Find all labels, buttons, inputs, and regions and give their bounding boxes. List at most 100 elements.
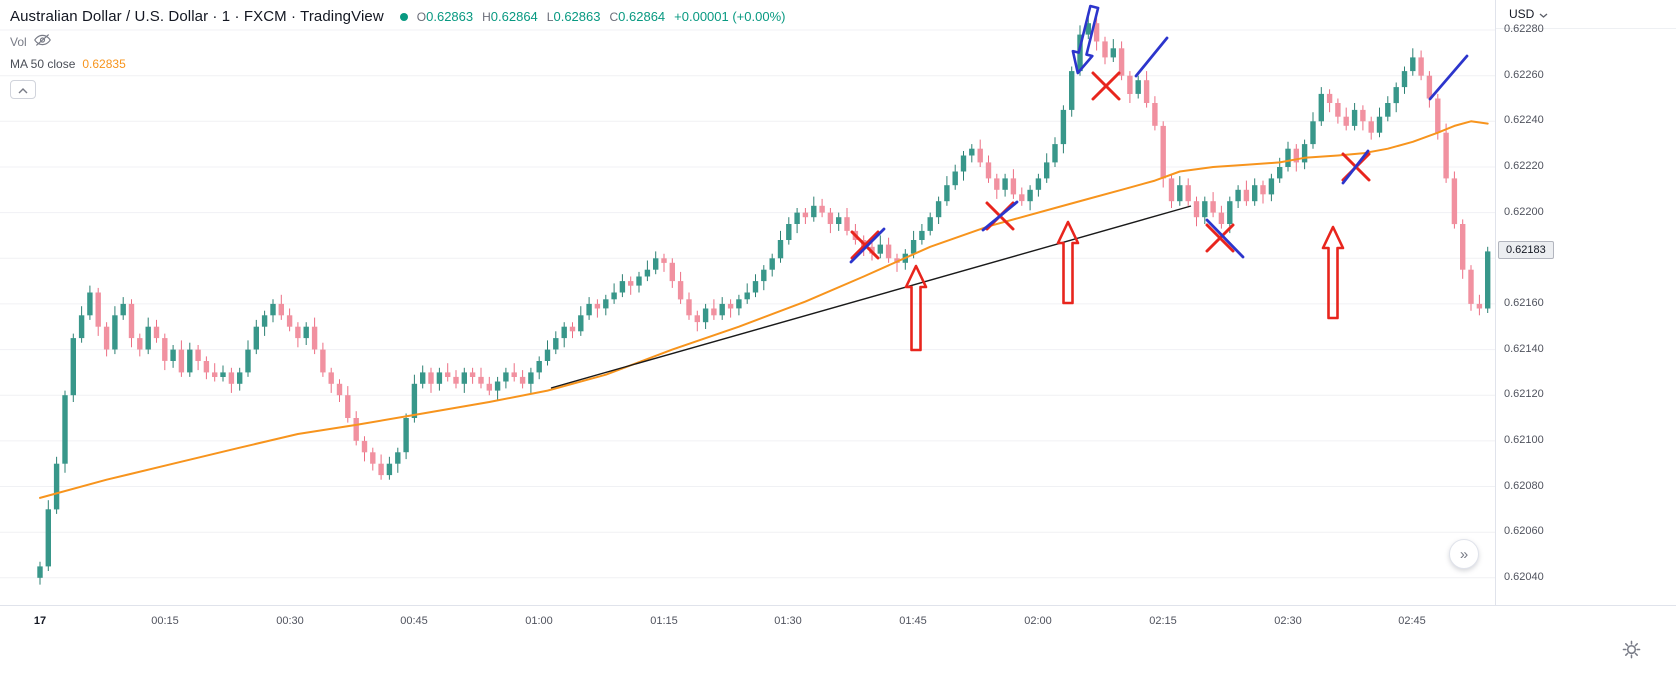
price-tick-label: 0.62260	[1504, 69, 1544, 81]
candle-body	[736, 299, 742, 309]
candle-body	[777, 240, 784, 259]
collapse-indicators-button[interactable]	[10, 80, 36, 99]
ma-indicator-row[interactable]: MA 50 close 0.62835	[10, 57, 785, 71]
candle-body	[145, 326, 151, 350]
price-tick-label: 0.62280	[1504, 23, 1544, 35]
red-x-mark-annotation	[850, 230, 880, 260]
time-tick-label: 02:30	[1274, 615, 1302, 627]
candle-body	[985, 162, 992, 179]
time-tick-label: 01:45	[899, 615, 927, 627]
axis-divider	[1496, 28, 1676, 29]
volume-label: Vol	[10, 34, 27, 49]
candle-body	[453, 376, 459, 384]
candle-body	[1343, 116, 1349, 126]
candle-body	[952, 171, 958, 186]
price-axis[interactable]: USD 0.62280 0.62260 0.62240 0.62220 0.62200 0…	[1495, 0, 1676, 675]
candle-body	[1310, 121, 1316, 145]
candle-body	[1060, 109, 1067, 145]
candle-body	[561, 326, 567, 339]
open-label: O	[416, 10, 427, 24]
candle-body	[486, 383, 492, 391]
candle-body	[153, 326, 160, 339]
candle-body	[1143, 80, 1150, 103]
ohlc-values: O0.62863 H0.62864 L0.62863 C0.62864 +0.0…	[417, 9, 786, 24]
price-tick-label: 0.62080	[1504, 480, 1544, 492]
candle-body	[1093, 23, 1100, 42]
candle-body	[761, 269, 767, 282]
candle-body	[1426, 75, 1433, 99]
time-tick-label: 00:45	[400, 615, 428, 627]
candle-body	[1110, 48, 1116, 58]
time-tick-label: 01:15	[650, 615, 678, 627]
scroll-to-realtime-button[interactable]: »	[1449, 539, 1479, 569]
candle-body	[827, 212, 834, 224]
price-tick-label: 0.62200	[1504, 206, 1544, 218]
candle-body	[1035, 178, 1042, 190]
candle-body	[203, 361, 210, 373]
candle-body	[253, 326, 259, 350]
candle-body	[511, 372, 517, 377]
candle-body	[1351, 109, 1358, 126]
candle-body	[1044, 162, 1050, 179]
candle-body	[1468, 269, 1474, 304]
symbol-title[interactable]: Australian Dollar / U.S. Dollar · 1 · FX…	[10, 8, 384, 25]
candle-body	[661, 258, 667, 263]
candle-body	[1185, 185, 1191, 202]
candle-body	[278, 303, 284, 316]
change-value: +0.00001 (+0.00%)	[674, 9, 786, 24]
candle-body	[1318, 93, 1324, 122]
candle-body	[361, 440, 368, 453]
candle-body	[1385, 103, 1391, 117]
candle-body	[220, 372, 226, 377]
time-tick-label: 01:00	[525, 615, 553, 627]
time-tick-label: 00:15	[151, 615, 179, 627]
volume-indicator-row[interactable]: Vol	[10, 33, 785, 50]
blue-down-arrow-annotation	[1071, 4, 1100, 75]
time-tick-label: 02:00	[1024, 615, 1052, 627]
candle-body	[1460, 224, 1466, 270]
candle-body	[469, 372, 476, 377]
candle-body	[1485, 251, 1491, 309]
candle-body	[1376, 116, 1383, 133]
candle-body	[794, 212, 800, 224]
candle-body	[395, 452, 401, 464]
settings-gear-icon[interactable]	[1622, 640, 1642, 660]
candle-body	[494, 381, 501, 391]
currency-selector[interactable]: USD	[1509, 7, 1548, 21]
close-value: 0.62864	[618, 9, 666, 24]
candle-body	[187, 349, 193, 373]
candle-body	[286, 315, 293, 327]
candle-body	[120, 303, 126, 316]
candle-body	[536, 361, 542, 373]
candle-body	[927, 217, 933, 231]
candle-body	[1052, 144, 1058, 163]
candle-body	[245, 349, 251, 373]
candle-body	[320, 349, 326, 373]
last-price-label: 0.62183	[1498, 241, 1554, 259]
time-axis[interactable]: 17 00:15 00:30 00:45 01:00 01:15 01:30 01:45 02:…	[0, 605, 1676, 675]
candle-body	[727, 303, 734, 309]
candlestick-chart[interactable]	[0, 0, 1495, 605]
candle-body	[303, 326, 309, 339]
candle-body	[478, 376, 484, 384]
candle-body	[994, 178, 1000, 190]
trendline	[550, 205, 1192, 389]
time-tick-label: 02:45	[1398, 615, 1426, 627]
low-value: 0.62863	[553, 9, 601, 24]
candle-body	[628, 281, 634, 286]
candle-body	[1002, 178, 1008, 190]
candle-body	[769, 258, 775, 270]
ma-value: 0.62835	[82, 57, 126, 71]
candle-body	[919, 230, 925, 240]
candle-body	[1393, 87, 1399, 104]
candle-body	[378, 463, 384, 476]
candle-body	[1193, 201, 1200, 218]
candle-body	[137, 338, 143, 350]
candle-body	[228, 372, 235, 384]
candle-body	[594, 303, 601, 309]
chart-pane[interactable]: Australian Dollar / U.S. Dollar · 1 · FX…	[0, 0, 1495, 605]
candle-body	[295, 326, 301, 339]
close-label: C	[609, 10, 619, 24]
hidden-eye-icon[interactable]	[33, 33, 51, 50]
